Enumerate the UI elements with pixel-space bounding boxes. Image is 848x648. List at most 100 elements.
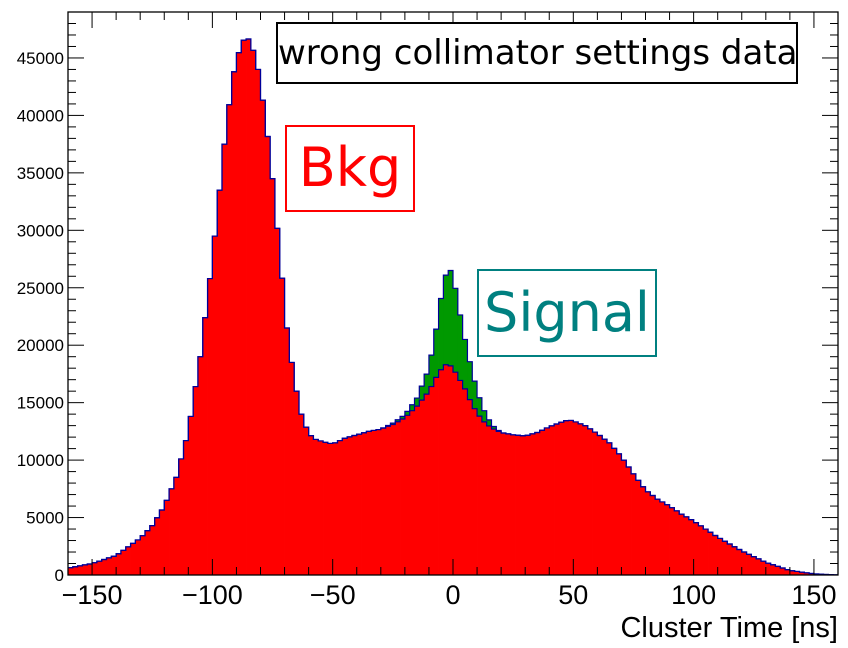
bkg-bar <box>688 519 695 575</box>
bkg-bar <box>246 39 252 575</box>
bkg-bar <box>794 571 800 575</box>
x-tick-label: −50 <box>310 580 356 610</box>
y-tick-label: 0 <box>55 566 64 585</box>
bkg-bar <box>332 442 338 575</box>
bkg-bar <box>337 440 343 575</box>
bkg-bar <box>809 573 815 575</box>
bkg-bar <box>173 477 180 575</box>
bkg-bar <box>765 563 772 575</box>
bkg-bar <box>385 426 391 575</box>
signal-label-box: Signal <box>477 269 657 357</box>
bkg-bar <box>505 433 512 575</box>
bkg-bar <box>467 399 473 575</box>
bkg-bar <box>140 535 146 575</box>
bkg-bar <box>313 439 319 575</box>
bkg-bar <box>756 558 762 575</box>
bkg-bar <box>520 435 526 575</box>
signal-bar <box>424 374 430 395</box>
bkg-bar <box>183 440 189 575</box>
bkg-bar <box>217 190 223 575</box>
y-tick-label: 5000 <box>26 509 64 528</box>
bkg-bar <box>780 567 786 575</box>
bkg-bar <box>703 529 709 575</box>
bkg-bar <box>785 569 791 575</box>
bkg-bar <box>68 567 74 575</box>
bkg-bar <box>626 466 632 575</box>
bkg-bar <box>717 538 723 575</box>
bkg-bar <box>741 552 747 575</box>
signal-bar <box>400 416 406 419</box>
signal-bar <box>443 275 449 365</box>
bkg-bar <box>376 429 382 575</box>
bkg-bar <box>125 546 131 575</box>
y-tick-label: 20000 <box>17 336 64 355</box>
bkg-bar <box>197 356 204 575</box>
bkg-bar <box>111 556 117 575</box>
bkg-bar <box>270 178 276 575</box>
bkg-bar <box>674 510 680 575</box>
bkg-bar <box>255 69 261 576</box>
signal-bar <box>472 381 478 409</box>
signal-bar <box>428 355 435 387</box>
bkg-bar <box>486 425 492 575</box>
x-tick-label: 100 <box>671 580 716 610</box>
bkg-bar <box>135 539 141 575</box>
bkg-bar <box>631 473 637 575</box>
bkg-bar <box>318 440 324 575</box>
bkg-bar <box>106 557 112 575</box>
bkg-bar <box>544 427 550 575</box>
bkg-bar <box>530 433 536 575</box>
bkg-bar <box>226 104 233 575</box>
bkg-bar <box>433 377 439 575</box>
bkg-bar <box>327 443 334 575</box>
bkg-bar <box>351 435 358 575</box>
bkg-bar <box>323 442 329 575</box>
bkg-bar <box>236 52 242 575</box>
bkg-bar <box>525 435 531 575</box>
bkg-bar <box>414 406 420 575</box>
bkg-bar <box>72 566 79 575</box>
signal-bar <box>491 426 497 430</box>
x-axis-title: Cluster Time [ns] <box>620 612 838 644</box>
x-tick-label: 0 <box>445 580 460 610</box>
x-tick-label: −150 <box>62 580 123 610</box>
bkg-bar <box>453 372 459 575</box>
bkg-bar <box>260 100 266 575</box>
bkg-bar <box>448 365 454 575</box>
bkg-bar <box>419 400 425 575</box>
y-tick-label: 10000 <box>17 451 64 470</box>
signal-bar <box>395 419 401 422</box>
bkg-bar <box>149 525 156 575</box>
bkg-bar <box>621 460 627 575</box>
bkg-bar <box>164 500 170 575</box>
bkg-bar <box>356 434 362 575</box>
bkg-bar <box>145 530 151 575</box>
bkg-bar <box>568 420 574 575</box>
bkg-bar <box>727 543 733 575</box>
bkg-bar <box>443 364 449 575</box>
bkg-bar <box>645 491 651 575</box>
y-tick-label: 15000 <box>17 394 64 413</box>
bkg-bar <box>655 499 661 575</box>
bkg-bar <box>342 438 348 575</box>
bkg-bar <box>303 427 310 575</box>
bkg-bar <box>549 425 555 575</box>
bkg-bar <box>222 144 228 575</box>
bkg-bar <box>404 415 411 575</box>
bkg-bar <box>722 541 728 575</box>
x-tick-label: 150 <box>791 580 836 610</box>
signal-bar <box>477 397 483 417</box>
bkg-bar <box>202 317 208 575</box>
signal-bar <box>390 423 396 425</box>
signal-bar <box>404 411 411 416</box>
signal-bar <box>481 410 488 422</box>
x-tick-label: 50 <box>558 580 588 610</box>
bkg-bar <box>693 522 699 575</box>
bkg-bar <box>775 566 781 575</box>
total-outline <box>68 38 838 576</box>
bkg-bar <box>607 442 613 575</box>
bkg-bar <box>558 422 565 575</box>
signal-bar <box>467 361 473 400</box>
bkg-bar <box>472 408 478 575</box>
bkg-bar <box>477 416 483 575</box>
